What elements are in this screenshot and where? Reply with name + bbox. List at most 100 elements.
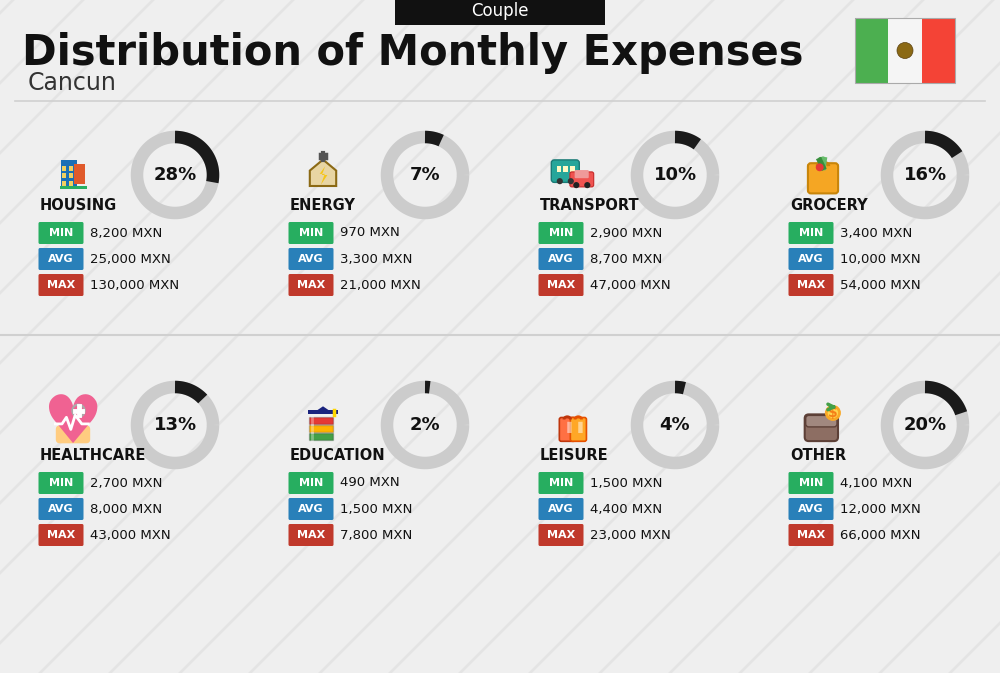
FancyBboxPatch shape bbox=[309, 433, 333, 440]
FancyBboxPatch shape bbox=[538, 222, 584, 244]
FancyBboxPatch shape bbox=[62, 166, 66, 170]
Text: Cancun: Cancun bbox=[28, 71, 117, 95]
FancyBboxPatch shape bbox=[570, 172, 594, 187]
FancyBboxPatch shape bbox=[805, 415, 838, 441]
FancyBboxPatch shape bbox=[788, 472, 834, 494]
Text: 20%: 20% bbox=[903, 416, 947, 434]
FancyBboxPatch shape bbox=[575, 170, 589, 178]
Text: MIN: MIN bbox=[299, 228, 323, 238]
Polygon shape bbox=[310, 160, 336, 186]
FancyBboxPatch shape bbox=[788, 222, 834, 244]
Text: MIN: MIN bbox=[549, 478, 573, 488]
FancyBboxPatch shape bbox=[788, 498, 834, 520]
FancyBboxPatch shape bbox=[61, 160, 77, 188]
Text: 43,000 MXN: 43,000 MXN bbox=[90, 528, 171, 542]
FancyBboxPatch shape bbox=[309, 417, 333, 424]
Text: MIN: MIN bbox=[299, 478, 323, 488]
FancyBboxPatch shape bbox=[788, 524, 834, 546]
FancyBboxPatch shape bbox=[888, 18, 922, 83]
Text: 23,000 MXN: 23,000 MXN bbox=[590, 528, 671, 542]
Text: 4,400 MXN: 4,400 MXN bbox=[590, 503, 662, 516]
Text: 7%: 7% bbox=[410, 166, 440, 184]
Text: AVG: AVG bbox=[48, 504, 74, 514]
Text: OTHER: OTHER bbox=[790, 448, 846, 462]
Text: 3,300 MXN: 3,300 MXN bbox=[340, 252, 412, 266]
Text: MAX: MAX bbox=[47, 530, 75, 540]
Text: 13%: 13% bbox=[153, 416, 197, 434]
FancyBboxPatch shape bbox=[288, 498, 334, 520]
FancyBboxPatch shape bbox=[69, 181, 73, 186]
Text: MAX: MAX bbox=[47, 280, 75, 290]
Text: MIN: MIN bbox=[49, 478, 73, 488]
Text: HEALTHCARE: HEALTHCARE bbox=[40, 448, 146, 462]
Text: MAX: MAX bbox=[547, 530, 575, 540]
FancyBboxPatch shape bbox=[309, 425, 333, 432]
FancyBboxPatch shape bbox=[288, 222, 334, 244]
Text: 3,400 MXN: 3,400 MXN bbox=[840, 227, 912, 240]
Circle shape bbox=[568, 178, 574, 184]
Text: TRANSPORT: TRANSPORT bbox=[540, 197, 640, 213]
Text: MIN: MIN bbox=[549, 228, 573, 238]
FancyBboxPatch shape bbox=[808, 163, 838, 193]
Text: 7,800 MXN: 7,800 MXN bbox=[340, 528, 412, 542]
FancyBboxPatch shape bbox=[60, 186, 87, 189]
FancyBboxPatch shape bbox=[788, 274, 834, 296]
FancyBboxPatch shape bbox=[556, 166, 561, 172]
Text: ♥: ♥ bbox=[42, 391, 102, 457]
FancyBboxPatch shape bbox=[538, 274, 584, 296]
Text: ▐: ▐ bbox=[574, 421, 583, 433]
Text: AVG: AVG bbox=[298, 504, 324, 514]
Circle shape bbox=[816, 164, 824, 171]
Text: AVG: AVG bbox=[298, 254, 324, 264]
FancyBboxPatch shape bbox=[922, 18, 955, 83]
Text: HOUSING: HOUSING bbox=[40, 197, 117, 213]
FancyBboxPatch shape bbox=[38, 472, 84, 494]
Text: MAX: MAX bbox=[297, 530, 325, 540]
FancyBboxPatch shape bbox=[38, 248, 84, 270]
Text: AVG: AVG bbox=[798, 254, 824, 264]
Text: 1,500 MXN: 1,500 MXN bbox=[340, 503, 412, 516]
Circle shape bbox=[897, 42, 913, 59]
FancyBboxPatch shape bbox=[806, 415, 837, 427]
Text: MIN: MIN bbox=[799, 228, 823, 238]
FancyBboxPatch shape bbox=[56, 425, 90, 444]
Text: 130,000 MXN: 130,000 MXN bbox=[90, 279, 179, 291]
Text: 2,700 MXN: 2,700 MXN bbox=[90, 476, 162, 489]
FancyBboxPatch shape bbox=[855, 18, 888, 83]
Text: $: $ bbox=[828, 406, 838, 420]
Text: LEISURE: LEISURE bbox=[540, 448, 609, 462]
Text: AVG: AVG bbox=[798, 504, 824, 514]
Circle shape bbox=[826, 406, 840, 419]
FancyBboxPatch shape bbox=[570, 166, 575, 172]
Text: MAX: MAX bbox=[547, 280, 575, 290]
Text: 10%: 10% bbox=[653, 166, 697, 184]
Text: MAX: MAX bbox=[797, 530, 825, 540]
Polygon shape bbox=[320, 166, 327, 185]
FancyBboxPatch shape bbox=[288, 472, 334, 494]
Text: 8,200 MXN: 8,200 MXN bbox=[90, 227, 162, 240]
FancyBboxPatch shape bbox=[538, 524, 584, 546]
Polygon shape bbox=[318, 406, 328, 414]
FancyBboxPatch shape bbox=[288, 274, 334, 296]
Text: 66,000 MXN: 66,000 MXN bbox=[840, 528, 920, 542]
FancyBboxPatch shape bbox=[570, 417, 586, 441]
Circle shape bbox=[557, 178, 563, 184]
Text: ENERGY: ENERGY bbox=[290, 197, 356, 213]
Text: 10,000 MXN: 10,000 MXN bbox=[840, 252, 921, 266]
FancyBboxPatch shape bbox=[38, 222, 84, 244]
FancyBboxPatch shape bbox=[538, 248, 584, 270]
FancyBboxPatch shape bbox=[69, 174, 73, 178]
Text: 28%: 28% bbox=[153, 166, 197, 184]
FancyBboxPatch shape bbox=[62, 174, 66, 178]
FancyBboxPatch shape bbox=[288, 524, 334, 546]
Text: 490 MXN: 490 MXN bbox=[340, 476, 400, 489]
FancyBboxPatch shape bbox=[538, 472, 584, 494]
FancyBboxPatch shape bbox=[38, 524, 84, 546]
Text: Distribution of Monthly Expenses: Distribution of Monthly Expenses bbox=[22, 32, 804, 74]
FancyBboxPatch shape bbox=[563, 166, 568, 172]
Text: 2%: 2% bbox=[410, 416, 440, 434]
Text: 12,000 MXN: 12,000 MXN bbox=[840, 503, 921, 516]
FancyBboxPatch shape bbox=[38, 274, 84, 296]
Text: GROCERY: GROCERY bbox=[790, 197, 868, 213]
FancyBboxPatch shape bbox=[38, 498, 84, 520]
